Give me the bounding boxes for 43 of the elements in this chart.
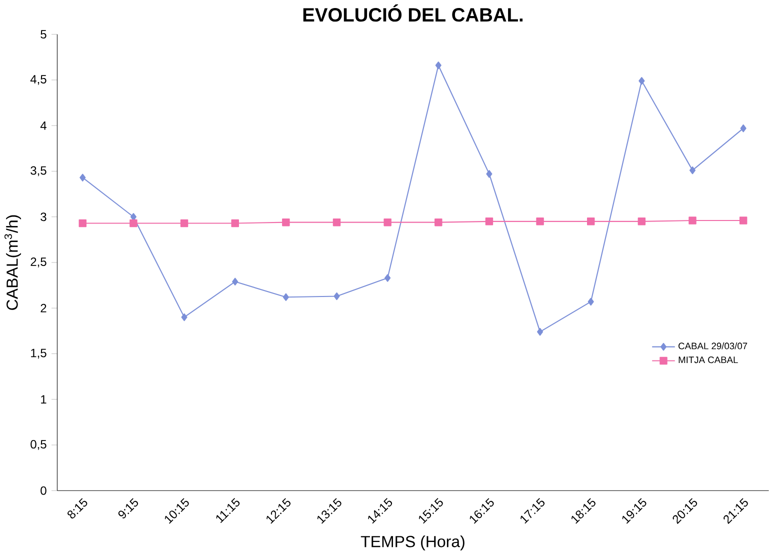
y-tick-label: 4	[40, 122, 46, 130]
legend-label: MITJA CABAL	[678, 356, 738, 364]
y-tick-label: 2,5	[30, 258, 46, 268]
point	[384, 218, 392, 226]
point	[689, 166, 696, 174]
point	[231, 219, 239, 228]
point	[181, 313, 188, 322]
point	[739, 216, 748, 224]
point	[638, 77, 645, 85]
point	[537, 328, 544, 336]
point	[485, 218, 494, 226]
point	[80, 174, 86, 182]
point	[384, 274, 391, 282]
point	[688, 216, 696, 224]
point	[282, 293, 289, 302]
chart-title: EVOLUCIÓ DEL CABAL.	[303, 4, 523, 22]
y-tick-label: 0	[40, 486, 46, 495]
y-tick-label: 4,5	[30, 75, 46, 85]
legend-label: CABAL 29/03/07	[678, 342, 748, 350]
y-tick-label: 1	[41, 395, 46, 404]
point	[638, 218, 646, 226]
point	[434, 218, 442, 226]
point	[536, 218, 544, 226]
point	[180, 219, 188, 228]
y-tick-label: 1,5	[31, 348, 46, 359]
point	[332, 218, 341, 226]
point	[282, 218, 290, 226]
y-tick-label: 3,5	[30, 166, 46, 176]
point	[130, 219, 138, 228]
x-axis-title: TEMPS (Hora)	[360, 536, 464, 550]
y-tick-label: 3	[40, 212, 46, 222]
y-tick-label: 0,5	[30, 440, 46, 450]
point	[586, 218, 595, 226]
point	[588, 298, 594, 306]
point	[78, 219, 86, 228]
y-axis-title: CABAL(m$^{3}$/h)	[4, 215, 21, 310]
point	[486, 170, 492, 178]
y-tick-label: 2	[40, 304, 46, 312]
point	[740, 124, 746, 132]
point	[232, 278, 238, 286]
point	[334, 292, 340, 300]
point	[435, 62, 442, 70]
y-tick-label: 5	[40, 30, 46, 39]
